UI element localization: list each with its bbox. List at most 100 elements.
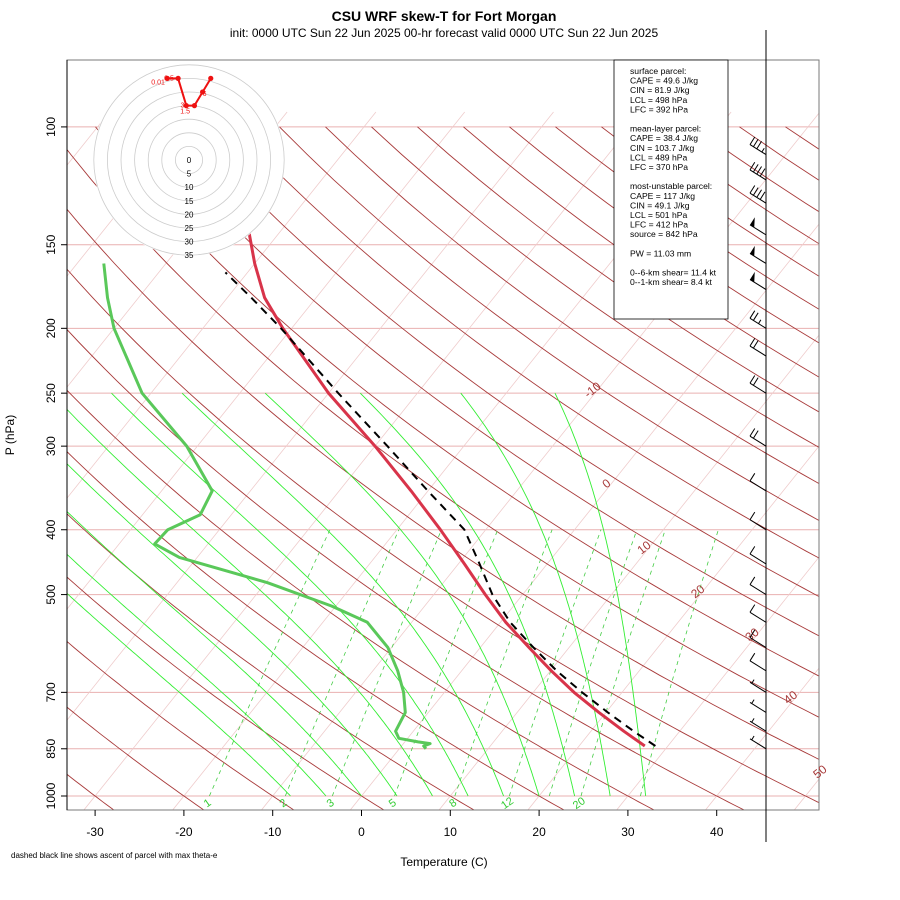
dry-adiabat (141, 126, 819, 637)
hodograph-ring-label: 0 (187, 156, 192, 165)
isotherm-line (793, 778, 819, 810)
wind-barb (749, 271, 767, 290)
most-unstable-parcel-line: source = 842 hPa (630, 229, 698, 239)
isotherm-line (67, 111, 377, 499)
y-tick-label: 200 (44, 318, 58, 338)
mixing-ratio-line (209, 529, 331, 797)
y-tick-label: 850 (44, 738, 58, 758)
dry-adiabat-lines (67, 126, 819, 810)
isotherm-label: 40 (781, 688, 800, 707)
mixing-ratio-label: 1 (202, 797, 214, 810)
mean-layer-parcel-line: CAPE = 38.4 J/kg (630, 133, 698, 143)
hodograph-point (175, 75, 181, 81)
hodograph-ring (120, 91, 258, 229)
dry-adiabat (67, 148, 819, 718)
isotherm-lines (0, 111, 900, 810)
hodograph-ring-label: 15 (185, 197, 194, 206)
hodograph-point (208, 75, 214, 81)
dry-adiabat (187, 126, 819, 598)
dry-adiabat (67, 773, 115, 810)
dry-adiabat (67, 268, 819, 804)
isotherm-label: -10 (581, 379, 604, 401)
wind-barb (749, 185, 767, 204)
wind-barb (749, 338, 767, 357)
x-tick-label: 30 (621, 825, 635, 839)
moist-adiabat (181, 392, 505, 797)
dry-adiabat (785, 126, 819, 150)
hodograph-ring-label: 25 (185, 224, 194, 233)
dry-adiabat (67, 640, 295, 810)
isotherm-line (349, 223, 819, 810)
hodograph-ring-label: 20 (185, 210, 194, 219)
dry-adiabat (67, 576, 385, 810)
plot-area (0, 111, 900, 810)
mixing-ratio-label: 20 (571, 795, 588, 812)
x-tick-label: 20 (532, 825, 546, 839)
hodograph-height-label: 0.01 (151, 79, 165, 86)
dry-adiabat (67, 328, 745, 810)
moist-adiabat (359, 392, 576, 797)
most-unstable-parcel-line: most-unstable parcel: (630, 181, 712, 191)
wind-barb (749, 718, 767, 732)
wind-barb (749, 511, 767, 531)
dry-adiabat (67, 513, 475, 810)
chart-subtitle: init: 0000 UTC Sun 22 Jun 2025 00-hr for… (230, 26, 659, 40)
y-tick-label: 700 (44, 682, 58, 702)
x-tick-label: 0 (358, 825, 365, 839)
hodograph-point (164, 75, 170, 81)
isotherm-line (67, 111, 199, 277)
wind-barb (749, 161, 767, 181)
mixing-ratio-label: 5 (387, 797, 399, 810)
moist-adiabat-lines (67, 392, 647, 797)
y-tick-label: 100 (44, 117, 58, 137)
mixing-ratio-line (454, 529, 553, 797)
most-unstable-parcel-line: LCL = 501 hPa (630, 210, 687, 220)
mixing-ratio-line (508, 529, 602, 797)
stats-box-frame (613, 59, 729, 320)
hodograph: 0 5 10 15 20 25 30 35 0.5 1.53 6 0.01 (93, 64, 285, 260)
moist-adiabat (111, 392, 469, 797)
isotherm-line (261, 112, 819, 810)
wind-barb (749, 576, 767, 596)
hodograph-height-label: 3 (180, 103, 184, 110)
x-tick-label: -20 (175, 825, 193, 839)
mixing-ratio-line (331, 529, 442, 797)
isotherm-line (67, 111, 110, 166)
precipitable-water: PW = 11.03 mm (630, 248, 691, 258)
wind-barb (749, 679, 767, 693)
mean-layer-parcel-line: LCL = 489 hPa (630, 152, 687, 162)
wind-barb (749, 699, 767, 713)
mixing-ratio-line (580, 529, 666, 797)
wind-barb (749, 310, 767, 329)
isotherm-line (0, 112, 21, 810)
most-unstable-parcel-line: CAPE = 117 J/kg (630, 191, 695, 201)
isotherm-line (883, 112, 900, 810)
wind-barb (749, 428, 767, 447)
surface-parcel-line: LCL = 498 hPa (630, 95, 687, 105)
hodograph-point (183, 103, 189, 109)
temperature-profile (225, 154, 646, 748)
dry-adiabat (279, 126, 819, 521)
hodograph-point (191, 103, 198, 109)
hodograph-ring-label: 10 (185, 183, 194, 192)
moist-adiabat (67, 592, 291, 797)
hodograph-ring (93, 64, 285, 256)
moist-adiabat (554, 393, 647, 797)
wind-barb (749, 629, 767, 648)
dry-adiabat (95, 126, 819, 677)
parcel-profile (224, 271, 656, 747)
hodograph-ring-label: 30 (185, 238, 194, 247)
dry-adiabat (325, 126, 819, 485)
moist-adiabat (460, 392, 611, 797)
wind-barb (749, 136, 767, 156)
moist-adiabat (67, 510, 362, 797)
dry-adiabat (67, 208, 819, 760)
x-tick-label: -30 (86, 825, 104, 839)
hodograph-height-label: 0.5 (164, 75, 174, 82)
wind-barbs (749, 136, 767, 750)
y-tick-label: 250 (44, 383, 58, 403)
dry-adiabat (67, 706, 205, 810)
moist-adiabat (67, 408, 433, 797)
moist-adiabat (67, 463, 398, 797)
surface-parcel-line: surface parcel: (630, 66, 686, 76)
